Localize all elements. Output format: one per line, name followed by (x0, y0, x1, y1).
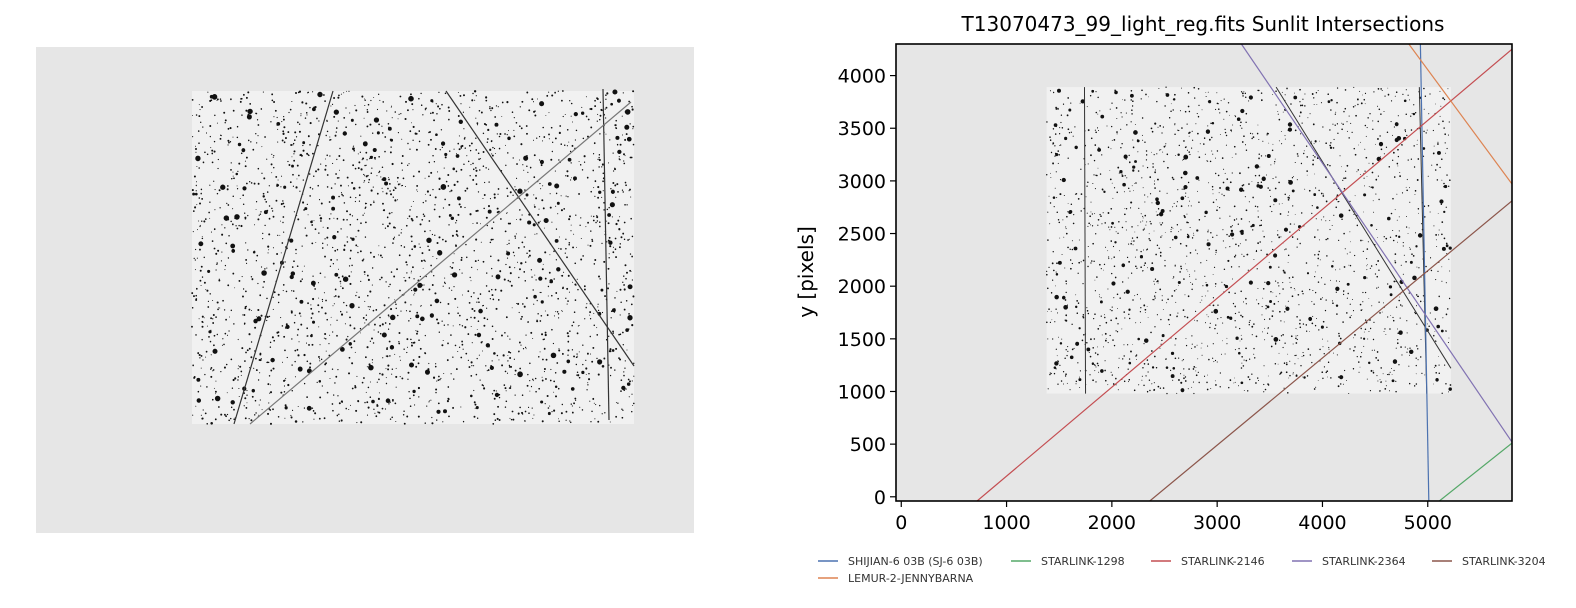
plot-star-field (1046, 86, 1452, 395)
x-tick-label: 0 (895, 512, 907, 534)
series-line-1 (1438, 442, 1512, 501)
x-tick-label: 1000 (982, 512, 1030, 534)
y-tick-label: 500 (850, 434, 886, 456)
left-star-field (191, 89, 635, 425)
left-satellite-streaks (233, 88, 635, 425)
y-tick-label: 1000 (838, 381, 886, 403)
legend: SHIJIAN-6 03B (SJ-6 03B) STARLINK-1298 STA… (818, 555, 1546, 585)
plot-series-lines (976, 44, 1512, 501)
y-tick-label: 3000 (838, 171, 886, 193)
legend-item: SHIJIAN-6 03B (SJ-6 03B) (818, 555, 983, 568)
y-tick-label: 1500 (838, 329, 886, 351)
y-axis: 0 500 1000 1500 2000 2500 3000 3500 4000 (838, 66, 896, 509)
x-tick-label: 4000 (1298, 512, 1346, 534)
x-tick-label: 3000 (1193, 512, 1241, 534)
y-tick-label: 2000 (838, 276, 886, 298)
series-line-4 (1149, 200, 1512, 501)
y-tick-label: 3500 (838, 118, 886, 140)
right-plot-panel: T13070473_99_light_reg.fits Sunlit Inter… (794, 12, 1546, 585)
series-line-2 (976, 48, 1512, 501)
x-axis: 0 1000 2000 3000 4000 5000 (895, 501, 1452, 534)
y-tick-label: 2500 (838, 224, 886, 246)
y-tick-label: 4000 (838, 66, 886, 88)
legend-label: SHIJIAN-6 03B (SJ-6 03B) (848, 555, 983, 568)
x-tick-label: 2000 (1088, 512, 1136, 534)
legend-item: LEMUR-2-JENNYBARNA (818, 572, 974, 585)
legend-item: STARLINK-2146 (1151, 555, 1265, 568)
legend-label: STARLINK-2364 (1322, 555, 1406, 568)
legend-item: STARLINK-1298 (1011, 555, 1125, 568)
legend-label: LEMUR-2-JENNYBARNA (848, 572, 974, 585)
y-tick-label: 0 (874, 487, 886, 509)
left-image-panel (36, 47, 694, 533)
legend-label: STARLINK-1298 (1041, 555, 1125, 568)
series-line-3 (1240, 44, 1512, 443)
y-axis-label: y [pixels] (794, 226, 818, 318)
series-line-0 (1419, 44, 1430, 501)
series-line-5 (1408, 44, 1512, 185)
legend-label: STARLINK-3204 (1462, 555, 1546, 568)
legend-item: STARLINK-2364 (1292, 555, 1406, 568)
chart-title: T13070473_99_light_reg.fits Sunlit Inter… (961, 12, 1445, 36)
plot-frame (895, 43, 1513, 502)
x-tick-label: 5000 (1404, 512, 1452, 534)
legend-item: STARLINK-3204 (1432, 555, 1546, 568)
legend-label: STARLINK-2146 (1181, 555, 1265, 568)
